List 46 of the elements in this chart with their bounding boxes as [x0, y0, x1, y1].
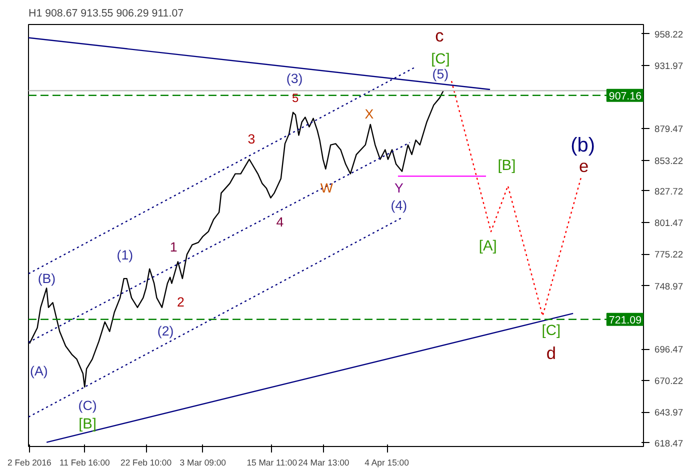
x-tick-label: 3 Mar 09:00	[180, 458, 226, 468]
x-tick-label: 24 Mar 13:00	[298, 458, 350, 468]
annotation: 2	[176, 294, 184, 310]
x-tick-label: 15 Mar 11:00	[246, 458, 298, 468]
annotation: (2)	[157, 324, 174, 339]
annotation: (C)	[78, 398, 97, 413]
annotation: 4	[276, 214, 284, 230]
y-tick-label: 958.22	[654, 29, 684, 40]
annotation: c	[435, 26, 444, 46]
annotation: [C]	[431, 52, 450, 68]
ref-line-label: 907.16	[608, 90, 642, 102]
annotation: (B)	[38, 271, 56, 286]
y-tick-label: 748.97	[654, 281, 684, 292]
y-tick-label: 931.97	[654, 60, 684, 71]
annotation: 1	[170, 239, 178, 254]
annotation: [B]	[78, 416, 96, 432]
annotation: (A)	[30, 364, 48, 379]
annotation: d	[546, 342, 556, 363]
annotation: (b)	[570, 134, 596, 156]
y-tick-label: 853.22	[654, 156, 684, 166]
annotation: [C]	[542, 323, 561, 340]
y-tick-label: 618.47	[654, 438, 684, 448]
annotation: X	[364, 106, 374, 122]
x-tick-label: 2 Feb 2016	[8, 458, 52, 468]
y-tick-label: 879.47	[654, 124, 684, 134]
y-tick-label: 643.97	[654, 408, 684, 418]
annotation: (1)	[116, 247, 134, 262]
annotation: (5)	[432, 66, 449, 82]
annotation: Y	[394, 180, 404, 196]
y-tick-label: 670.22	[654, 376, 684, 386]
y-tick-label: 775.22	[654, 250, 684, 260]
annotation: W	[320, 180, 334, 196]
annotation: [B]	[498, 158, 516, 174]
chart-title: H1 908.67 913.55 906.29 911.07	[28, 8, 184, 20]
x-tick-label: 22 Feb 10:00	[120, 458, 172, 468]
annotation: [A]	[478, 238, 497, 254]
annotation: 3	[248, 132, 256, 147]
y-tick-label: 801.47	[654, 218, 684, 228]
ref-line-label: 721.09	[608, 314, 642, 326]
annotation: (3)	[286, 71, 303, 86]
x-tick-label: 4 Apr 15:00	[364, 458, 410, 468]
y-tick-label: 827.72	[654, 186, 684, 196]
annotation: e	[578, 156, 589, 176]
y-tick-label: 696.47	[654, 344, 684, 355]
x-tick-label: 11 Feb 16:00	[59, 458, 110, 468]
annotation: (4)	[390, 198, 408, 213]
